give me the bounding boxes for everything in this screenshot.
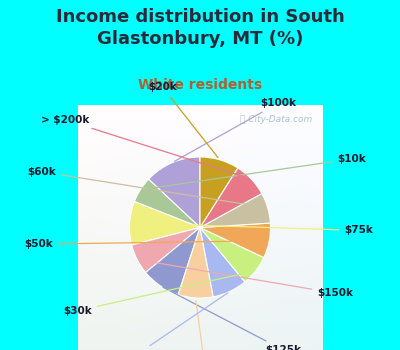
Wedge shape xyxy=(132,228,200,273)
Text: $20k: $20k xyxy=(148,82,218,158)
Text: $200k: $200k xyxy=(187,301,223,350)
Text: $30k: $30k xyxy=(63,271,253,316)
Text: > $200k: > $200k xyxy=(40,115,249,178)
Text: $60k: $60k xyxy=(27,167,265,208)
Text: $10k: $10k xyxy=(143,154,366,189)
Text: Income distribution in South
Glastonbury, MT (%): Income distribution in South Glastonbury… xyxy=(56,8,344,48)
Wedge shape xyxy=(200,228,264,282)
Wedge shape xyxy=(148,157,200,228)
Text: $100k: $100k xyxy=(174,98,296,161)
Text: ⓘ City-Data.com: ⓘ City-Data.com xyxy=(240,115,313,124)
Wedge shape xyxy=(146,228,200,295)
Text: $50k: $50k xyxy=(24,239,266,249)
Text: $40k: $40k xyxy=(122,293,228,350)
Wedge shape xyxy=(200,194,270,228)
Wedge shape xyxy=(200,228,245,297)
Text: $150k: $150k xyxy=(140,260,353,298)
Wedge shape xyxy=(178,228,213,298)
Wedge shape xyxy=(200,168,262,228)
Wedge shape xyxy=(200,223,270,258)
Wedge shape xyxy=(200,157,238,228)
Wedge shape xyxy=(130,202,200,245)
Wedge shape xyxy=(134,179,200,228)
Text: $75k: $75k xyxy=(132,223,373,236)
Text: White residents: White residents xyxy=(138,78,262,92)
Text: $125k: $125k xyxy=(163,287,301,350)
